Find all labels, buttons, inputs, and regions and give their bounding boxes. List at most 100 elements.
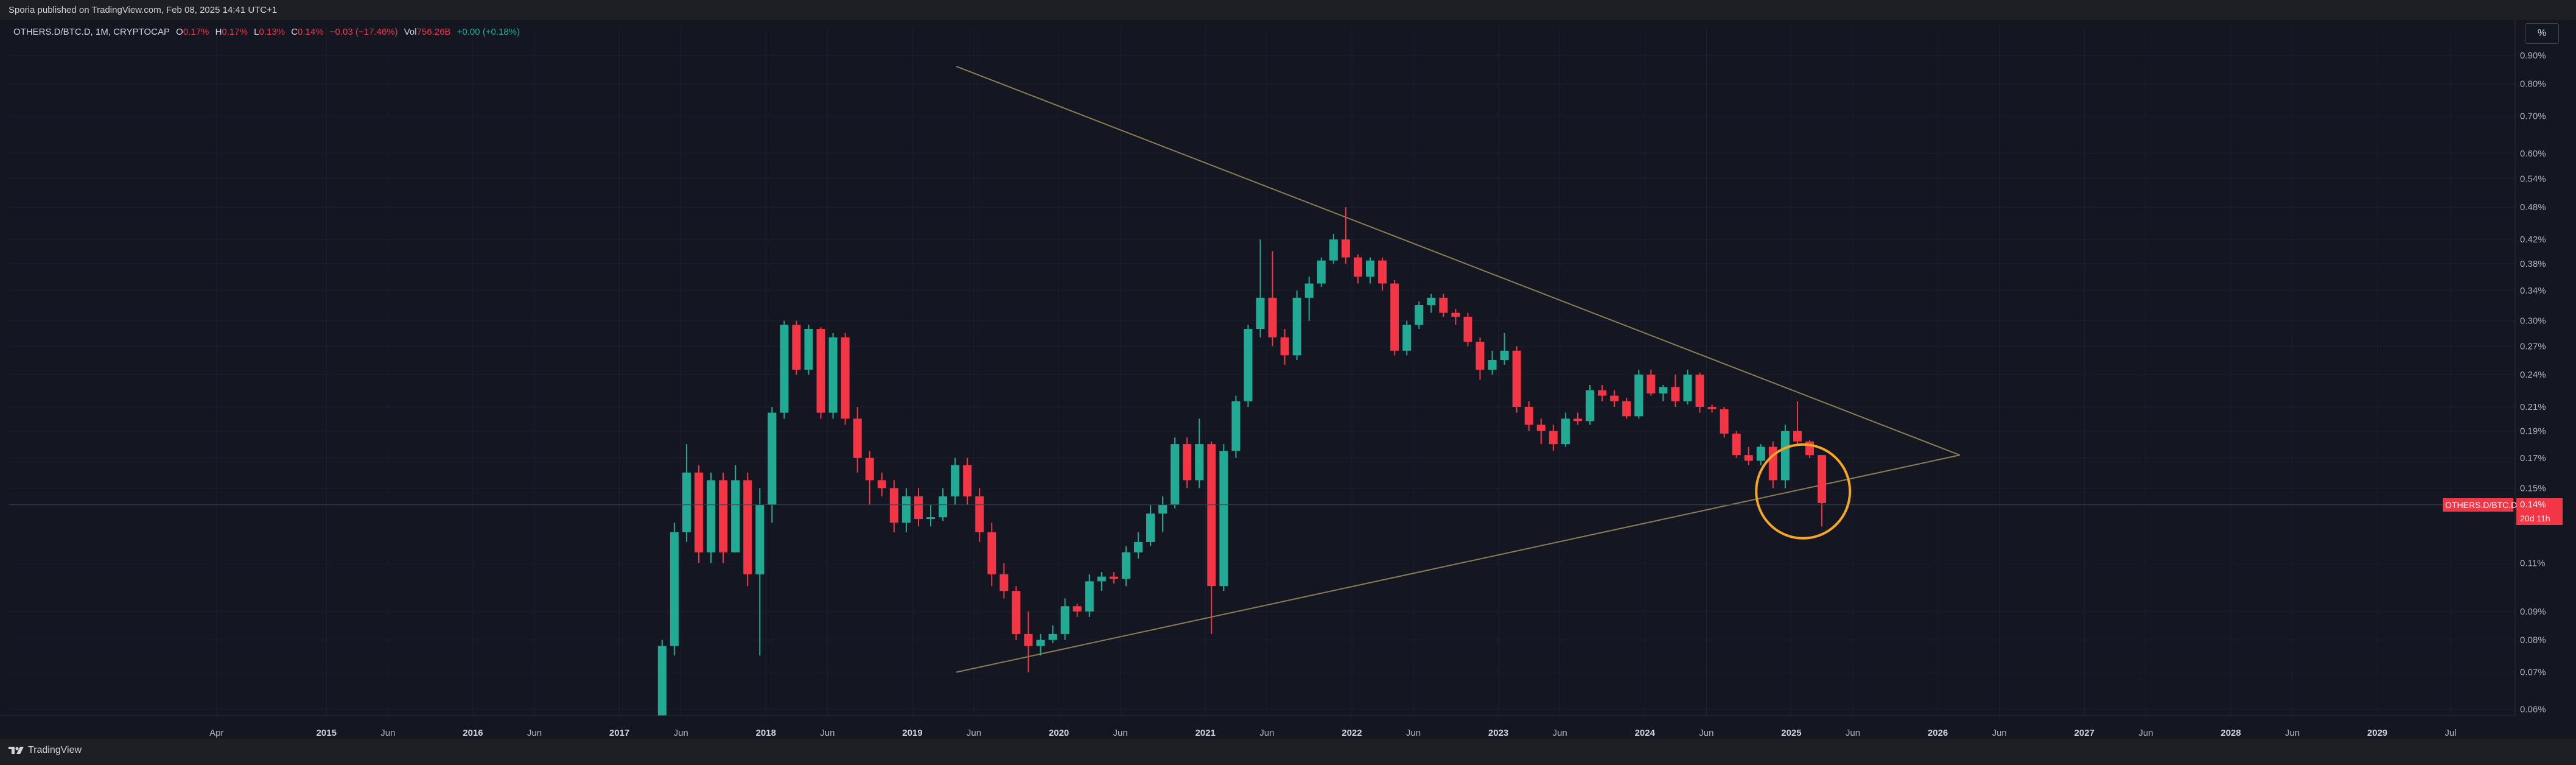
candle	[914, 488, 923, 527]
legend-symbol: OTHERS.D/BTC.D, 1M, CRYPTOCAP	[13, 27, 170, 37]
candle	[1671, 375, 1680, 407]
candle	[694, 465, 703, 563]
candle	[670, 523, 679, 656]
price-tick-label: 0.48%	[2520, 202, 2546, 213]
time-tick-label: Jun	[820, 728, 835, 738]
candle	[999, 563, 1009, 599]
candle-body	[1353, 257, 1362, 277]
candle	[1097, 572, 1106, 591]
candle-body	[975, 496, 984, 532]
candle-body	[1366, 260, 1375, 277]
publish-text: Sporia published on TradingView.com, Feb…	[9, 5, 278, 15]
candle-body	[889, 488, 898, 523]
candle	[1818, 455, 1827, 527]
candle-body	[657, 646, 667, 716]
candle	[804, 325, 813, 375]
percent-scale-button[interactable]: %	[2525, 23, 2559, 44]
time-tick-label: 2026	[1928, 728, 1948, 738]
candle	[1036, 633, 1045, 656]
candle	[1463, 312, 1472, 347]
candle	[1317, 257, 1326, 287]
legend-close-label: C	[291, 27, 298, 37]
time-tick-label: 2028	[2221, 728, 2241, 738]
candle-body	[1268, 297, 1277, 337]
candle	[1024, 611, 1033, 672]
price-tick-label: 0.27%	[2520, 341, 2546, 351]
candle-body	[1756, 446, 1765, 461]
candle-body	[1195, 444, 1204, 481]
candle-body	[1720, 409, 1729, 434]
price-chart[interactable]: 0.90% 0.80% 0.70% 0.60% 0.54% 0.48% 0.42% 0.38%…	[0, 20, 2576, 739]
candle-body	[1573, 418, 1582, 421]
candle	[1073, 603, 1082, 617]
candle-body	[1732, 433, 1741, 456]
overlay	[9, 443, 2515, 540]
candle-body	[901, 496, 911, 523]
candle-body	[1451, 312, 1460, 317]
candle	[1244, 325, 1253, 407]
candle-body	[1463, 317, 1472, 342]
candle	[1732, 431, 1741, 458]
candle	[755, 488, 765, 656]
candle	[1109, 572, 1118, 584]
candle	[719, 472, 728, 563]
candle	[1561, 412, 1570, 447]
candle-body	[816, 329, 825, 413]
candle-body	[780, 325, 789, 413]
candles	[646, 207, 1827, 739]
candle	[1598, 384, 1607, 401]
candle-body	[1036, 640, 1045, 646]
candle-body	[951, 465, 960, 496]
candle-body	[768, 412, 777, 505]
candle	[1634, 369, 1643, 419]
candle	[1121, 546, 1130, 587]
candle-body	[1292, 297, 1301, 356]
candle	[939, 488, 948, 521]
time-tick-label: 2020	[1049, 728, 1069, 738]
price-badge-value: 0.14%	[2516, 498, 2563, 512]
candle-body	[1171, 444, 1180, 505]
candle	[1292, 290, 1301, 361]
candle	[1378, 257, 1387, 291]
candle	[743, 472, 752, 587]
candle-body	[1158, 504, 1167, 514]
candle	[1524, 401, 1533, 431]
candle-body	[865, 457, 874, 481]
candle	[792, 320, 801, 375]
candle-body	[1561, 418, 1570, 445]
candle	[707, 472, 716, 563]
candle-body	[646, 730, 654, 739]
price-axis-bg	[2515, 20, 2576, 739]
candle	[1744, 446, 1753, 465]
time-tick-label: 2015	[317, 728, 337, 738]
legend-low-value: 0.13%	[259, 27, 285, 37]
price-tick-label: 0.17%	[2520, 453, 2546, 464]
candle-body	[1121, 552, 1130, 579]
candle	[1500, 333, 1509, 365]
legend-open-label: O	[176, 27, 183, 37]
candle	[828, 333, 838, 419]
price-tick-label: 0.54%	[2520, 174, 2546, 185]
time-tick-label: Jun	[967, 728, 981, 738]
candle-body	[1622, 401, 1631, 417]
candle-body	[1402, 325, 1412, 351]
price-tick-label: 0.70%	[2520, 111, 2546, 122]
time-tick-label: Jun	[674, 728, 688, 738]
candle	[1219, 444, 1228, 591]
candle	[1085, 574, 1094, 617]
candle-body	[1780, 431, 1790, 481]
candle-body	[1317, 260, 1326, 284]
time-tick-label: Jun	[1992, 728, 2007, 738]
candle-body	[999, 574, 1009, 591]
candle	[1390, 280, 1399, 356]
candle	[889, 480, 898, 532]
candle-body	[1683, 375, 1692, 401]
candle-body	[719, 480, 728, 552]
candle	[901, 488, 911, 532]
candle	[768, 407, 777, 523]
candle-body	[1304, 283, 1314, 298]
candle-body	[853, 418, 862, 458]
candle-body	[670, 532, 679, 646]
tradingview-logo[interactable]: TradingView	[9, 745, 82, 756]
trendline-upper	[956, 66, 1961, 456]
